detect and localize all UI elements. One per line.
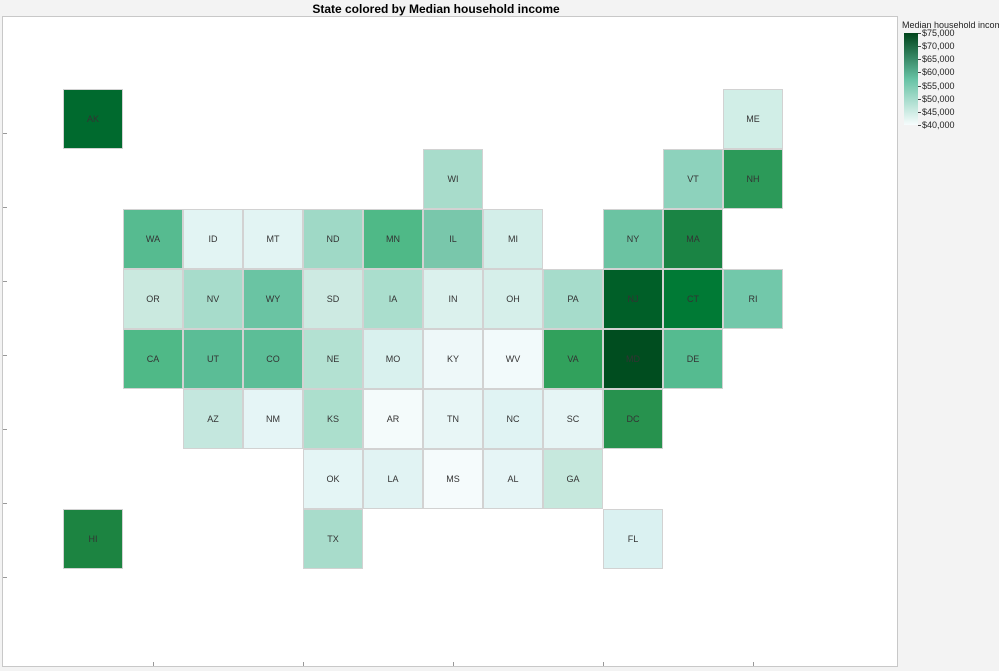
state-tile-in[interactable]: IN [423,269,483,329]
state-tile-me[interactable]: ME [723,89,783,149]
x-axis-tick [603,662,604,666]
state-tile-ca[interactable]: CA [123,329,183,389]
color-legend: Median household income $75,000 $70,000 $6… [902,20,999,133]
state-tile-id[interactable]: ID [183,209,243,269]
legend-body: $75,000 $70,000 $65,000 $60,000 $55,000 $50,0… [902,28,999,133]
state-tile-ks[interactable]: KS [303,389,363,449]
state-tile-vt[interactable]: VT [663,149,723,209]
legend-label: $40,000 [922,120,955,130]
y-axis-tick [3,577,7,578]
legend-tick [918,125,921,126]
state-tile-de[interactable]: DE [663,329,723,389]
state-tile-la[interactable]: LA [363,449,423,509]
state-tile-co[interactable]: CO [243,329,303,389]
state-tile-wy[interactable]: WY [243,269,303,329]
state-tile-sc[interactable]: SC [543,389,603,449]
state-tile-wv[interactable]: WV [483,329,543,389]
state-tile-az[interactable]: AZ [183,389,243,449]
state-tile-tx[interactable]: TX [303,509,363,569]
state-tile-ia[interactable]: IA [363,269,423,329]
state-tile-ct[interactable]: CT [663,269,723,329]
state-tile-va[interactable]: VA [543,329,603,389]
state-tile-nc[interactable]: NC [483,389,543,449]
legend-label: $75,000 [922,28,955,38]
state-tile-il[interactable]: IL [423,209,483,269]
x-axis-tick [153,662,154,666]
state-tile-ne[interactable]: NE [303,329,363,389]
tile-map-plot[interactable]: AK ME WI VT NH WA ID MT ND MN IL MI NY MA OR NV WY SD IA IN… [2,16,898,667]
y-axis-tick [3,281,7,282]
state-tile-md[interactable]: MD [603,329,663,389]
state-tile-fl[interactable]: FL [603,509,663,569]
state-tile-nm[interactable]: NM [243,389,303,449]
x-axis-tick [753,662,754,666]
legend-label: $45,000 [922,106,955,117]
state-tile-wa[interactable]: WA [123,209,183,269]
x-axis-tick [303,662,304,666]
state-tile-ak[interactable]: AK [63,89,123,149]
state-tile-ok[interactable]: OK [303,449,363,509]
state-tile-wi[interactable]: WI [423,149,483,209]
legend-tick [918,85,921,87]
state-tile-tn[interactable]: TN [423,389,483,449]
legend-gradient-bar [904,33,918,125]
state-tile-mi[interactable]: MI [483,209,543,269]
state-tile-or[interactable]: OR [123,269,183,329]
legend-tick [918,111,921,113]
y-axis-tick [3,207,7,208]
legend-label: $70,000 [922,41,955,52]
y-axis-tick [3,355,7,356]
legend-label: $65,000 [922,54,955,65]
state-tile-nj[interactable]: NJ [603,269,663,329]
state-tile-nv[interactable]: NV [183,269,243,329]
state-tile-mn[interactable]: MN [363,209,423,269]
legend-tick [918,46,921,48]
state-tile-mt[interactable]: MT [243,209,303,269]
state-tile-ga[interactable]: GA [543,449,603,509]
state-tile-ut[interactable]: UT [183,329,243,389]
state-tile-oh[interactable]: OH [483,269,543,329]
y-axis-tick [3,133,7,134]
state-tile-mo[interactable]: MO [363,329,423,389]
legend-label: $55,000 [922,80,955,91]
state-tile-ky[interactable]: KY [423,329,483,389]
state-tile-ny[interactable]: NY [603,209,663,269]
state-tile-nd[interactable]: ND [303,209,363,269]
legend-tick [918,59,921,61]
state-tile-ma[interactable]: MA [663,209,723,269]
state-tile-ar[interactable]: AR [363,389,423,449]
state-tile-nh[interactable]: NH [723,149,783,209]
y-axis-tick [3,503,7,504]
state-tile-sd[interactable]: SD [303,269,363,329]
state-tile-pa[interactable]: PA [543,269,603,329]
chart-title: State colored by Median household income [312,2,560,16]
legend-label: $60,000 [922,67,955,78]
legend-tick [918,72,921,74]
legend-label: $50,000 [922,93,955,104]
state-tile-al[interactable]: AL [483,449,543,509]
state-tile-ri[interactable]: RI [723,269,783,329]
legend-title: Median household income [902,20,999,30]
legend-tick [918,33,921,34]
x-axis-tick [453,662,454,666]
state-tile-dc[interactable]: DC [603,389,663,449]
y-axis-tick [3,429,7,430]
state-tile-ms[interactable]: MS [423,449,483,509]
state-tile-hi[interactable]: HI [63,509,123,569]
legend-tick [918,98,921,100]
